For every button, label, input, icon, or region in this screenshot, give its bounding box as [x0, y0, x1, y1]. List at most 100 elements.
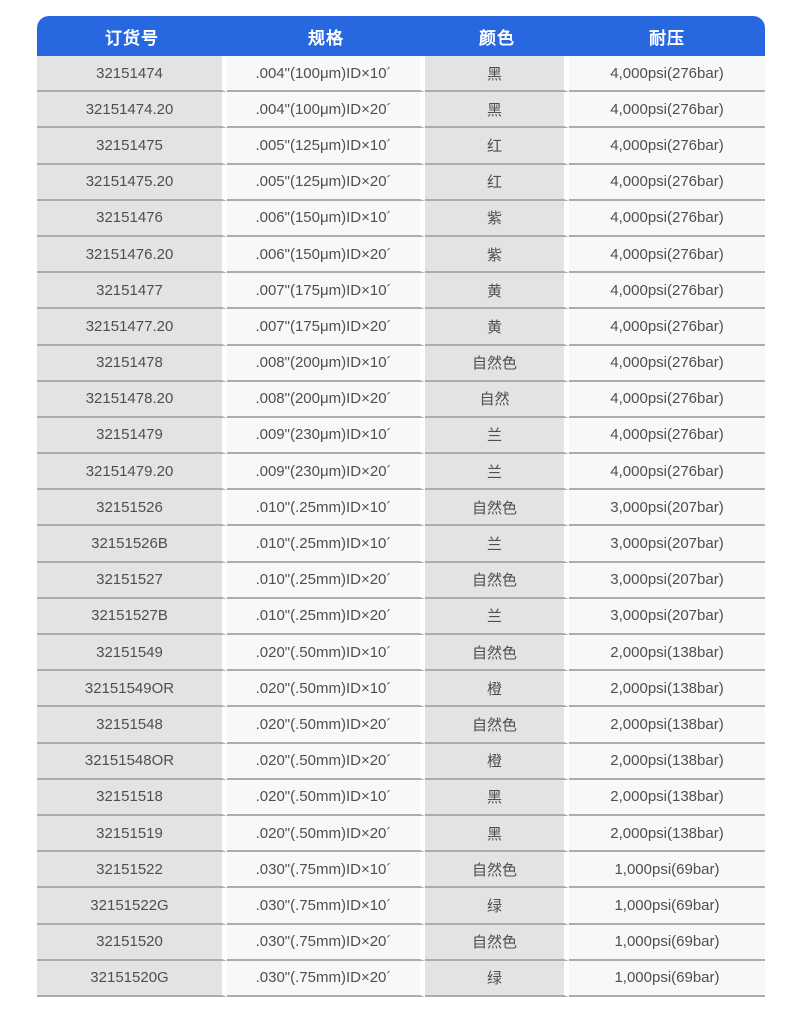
table-cell: .020"(.50mm)ID×10´ [227, 671, 425, 708]
table-cell: 32151519 [37, 815, 227, 853]
table-cell: .005"(125μm)ID×20´ [227, 164, 425, 201]
table-row: 32151518.020"(.50mm)ID×10´ 黑 2,000psi(138b… [37, 779, 765, 816]
table-cell: 32151475 [37, 128, 227, 165]
table-cell: 4,000psi(276bar) [569, 92, 765, 129]
table-cell: 黄 [425, 309, 569, 346]
table-cell: .004"(100μm)ID×10´ [227, 56, 425, 93]
table-cell: .007"(175μm)ID×20´ [227, 309, 425, 346]
table-row: 32151526.010"(.25mm)ID×10´ 自然色 3,000psi(20… [37, 490, 765, 527]
table-cell: 橙 [425, 743, 569, 780]
table-cell: 2,000psi(138bar) [569, 743, 765, 780]
table-row: 32151522.030"(.75mm)ID×10´ 自然色 1,000psi(69… [37, 852, 765, 889]
table-header-row: 订货号 规格 颜色 耐压 [37, 16, 765, 56]
table-cell: 1,000psi(69bar) [569, 888, 765, 925]
table-cell: 黑 [425, 92, 569, 129]
table-cell: 4,000psi(276bar) [569, 381, 765, 418]
table-cell: 4,000psi(276bar) [569, 236, 765, 274]
table-cell: .010"(.25mm)ID×10´ [227, 490, 425, 527]
table-cell: 32151549OR [37, 671, 227, 708]
column-header-pressure-rating: 耐压 [569, 16, 765, 56]
table-cell: 兰 [425, 598, 569, 635]
table-cell: 32151476 [37, 200, 227, 237]
table-cell: 2,000psi(138bar) [569, 635, 765, 672]
table-cell: .020"(.50mm)ID×10´ [227, 779, 425, 816]
table-row: 32151477.007"(175μm)ID×10´ 黄 4,000psi(276b… [37, 273, 765, 310]
table-cell: 橙 [425, 671, 569, 708]
table-cell: 32151522G [37, 888, 227, 925]
table-row: 32151549.020"(.50mm)ID×10´ 自然色 2,000psi(13… [37, 635, 765, 672]
table-row: 32151476.006"(150μm)ID×10´ 紫 4,000psi(276b… [37, 200, 765, 237]
table-cell: 32151477 [37, 273, 227, 310]
table-cell: 3,000psi(207bar) [569, 526, 765, 563]
table-cell: 32151474.20 [37, 92, 227, 129]
table-cell: 4,000psi(276bar) [569, 417, 765, 455]
table-cell: 1,000psi(69bar) [569, 960, 765, 997]
table-cell: 32151478 [37, 345, 227, 382]
table-cell: .020"(.50mm)ID×20´ [227, 743, 425, 780]
table-cell: 兰 [425, 417, 569, 455]
table-row: 32151527.010"(.25mm)ID×20´ 自然色 3,000psi(20… [37, 562, 765, 599]
table-cell: .008"(200μm)ID×20´ [227, 381, 425, 418]
table-cell: .030"(.75mm)ID×10´ [227, 852, 425, 889]
table-cell: 32151520 [37, 924, 227, 961]
table-cell: 紫 [425, 200, 569, 237]
table-cell: 自然 [425, 381, 569, 418]
table-cell: 自然色 [425, 924, 569, 961]
table-cell: .020"(.50mm)ID×10´ [227, 635, 425, 672]
product-spec-table: 订货号 规格 颜色 耐压 32151474.004"(100μm)ID×10´ 黑… [37, 16, 765, 997]
table-cell: .009"(230μm)ID×20´ [227, 454, 425, 491]
table-cell: .020"(.50mm)ID×20´ [227, 815, 425, 853]
table-row: 32151474.004"(100μm)ID×10´ 黑 4,000psi(276b… [37, 56, 765, 93]
table-row: 32151478.008"(200μm)ID×10´ 自然色 4,000psi(27… [37, 345, 765, 382]
table-cell: 自然色 [425, 635, 569, 672]
table-cell: 4,000psi(276bar) [569, 454, 765, 491]
table-cell: 黑 [425, 56, 569, 93]
table-cell: 黄 [425, 273, 569, 310]
table-cell: 32151518 [37, 779, 227, 816]
table-cell: .007"(175μm)ID×10´ [227, 273, 425, 310]
table-cell: 2,000psi(138bar) [569, 671, 765, 708]
table-cell: 3,000psi(207bar) [569, 490, 765, 527]
table-cell: 自然色 [425, 707, 569, 744]
table-row: 32151476.20.006"(150μm)ID×20´ 紫 4,000psi(2… [37, 236, 765, 274]
table-cell: 32151548OR [37, 743, 227, 780]
table-row: 32151548.020"(.50mm)ID×20´ 自然色 2,000psi(13… [37, 707, 765, 744]
table-cell: .030"(.75mm)ID×20´ [227, 924, 425, 961]
table-cell: 4,000psi(276bar) [569, 345, 765, 382]
table-cell: .010"(.25mm)ID×20´ [227, 562, 425, 599]
table-cell: 1,000psi(69bar) [569, 924, 765, 961]
table-row: 32151548OR .020"(.50mm)ID×20´ 橙 2,000psi(13… [37, 743, 765, 780]
column-header-specification: 规格 [227, 16, 425, 56]
table-cell: 32151527B [37, 598, 227, 635]
table-cell: 绿 [425, 888, 569, 925]
table-row: 32151527B .010"(.25mm)ID×20´ 兰 3,000psi(207… [37, 598, 765, 635]
table-cell: 4,000psi(276bar) [569, 164, 765, 201]
table-row: 32151520G .030"(.75mm)ID×20´ 绿 1,000psi(69b… [37, 960, 765, 997]
table-cell: 32151475.20 [37, 164, 227, 201]
table-row: 32151522G .030"(.75mm)ID×10´ 绿 1,000psi(69b… [37, 888, 765, 925]
table-cell: .005"(125μm)ID×10´ [227, 128, 425, 165]
table-cell: 32151474 [37, 56, 227, 93]
table-cell: .030"(.75mm)ID×10´ [227, 888, 425, 925]
table-cell: 3,000psi(207bar) [569, 562, 765, 599]
table-cell: 3,000psi(207bar) [569, 598, 765, 635]
table-cell: 32151548 [37, 707, 227, 744]
table-cell: .004"(100μm)ID×20´ [227, 92, 425, 129]
table-cell: 自然色 [425, 852, 569, 889]
table-body: 32151474.004"(100μm)ID×10´ 黑 4,000psi(276b… [37, 56, 765, 997]
table-cell: 紫 [425, 236, 569, 274]
table-cell: 32151549 [37, 635, 227, 672]
table-cell: 自然色 [425, 345, 569, 382]
table-cell: 4,000psi(276bar) [569, 273, 765, 310]
table-row: 32151519.020"(.50mm)ID×20´ 黑 2,000psi(138b… [37, 815, 765, 853]
table-row: 32151474.20.004"(100μm)ID×20´ 黑 4,000psi(2… [37, 92, 765, 129]
table-cell: 32151477.20 [37, 309, 227, 346]
table-cell: .010"(.25mm)ID×10´ [227, 526, 425, 563]
table-cell: 绿 [425, 960, 569, 997]
table-cell: 黑 [425, 815, 569, 853]
table-cell: 兰 [425, 526, 569, 563]
table-cell: 4,000psi(276bar) [569, 200, 765, 237]
table-row: 32151520.030"(.75mm)ID×20´ 自然色 1,000psi(69… [37, 924, 765, 961]
table-row: 32151477.20.007"(175μm)ID×20´ 黄 4,000psi(2… [37, 309, 765, 346]
table-cell: 兰 [425, 454, 569, 491]
